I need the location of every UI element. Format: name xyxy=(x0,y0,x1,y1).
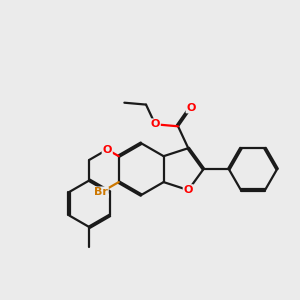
Text: O: O xyxy=(151,119,160,129)
Text: O: O xyxy=(187,103,196,112)
Text: O: O xyxy=(103,145,112,154)
Text: Br: Br xyxy=(94,188,108,197)
Text: O: O xyxy=(184,185,193,195)
